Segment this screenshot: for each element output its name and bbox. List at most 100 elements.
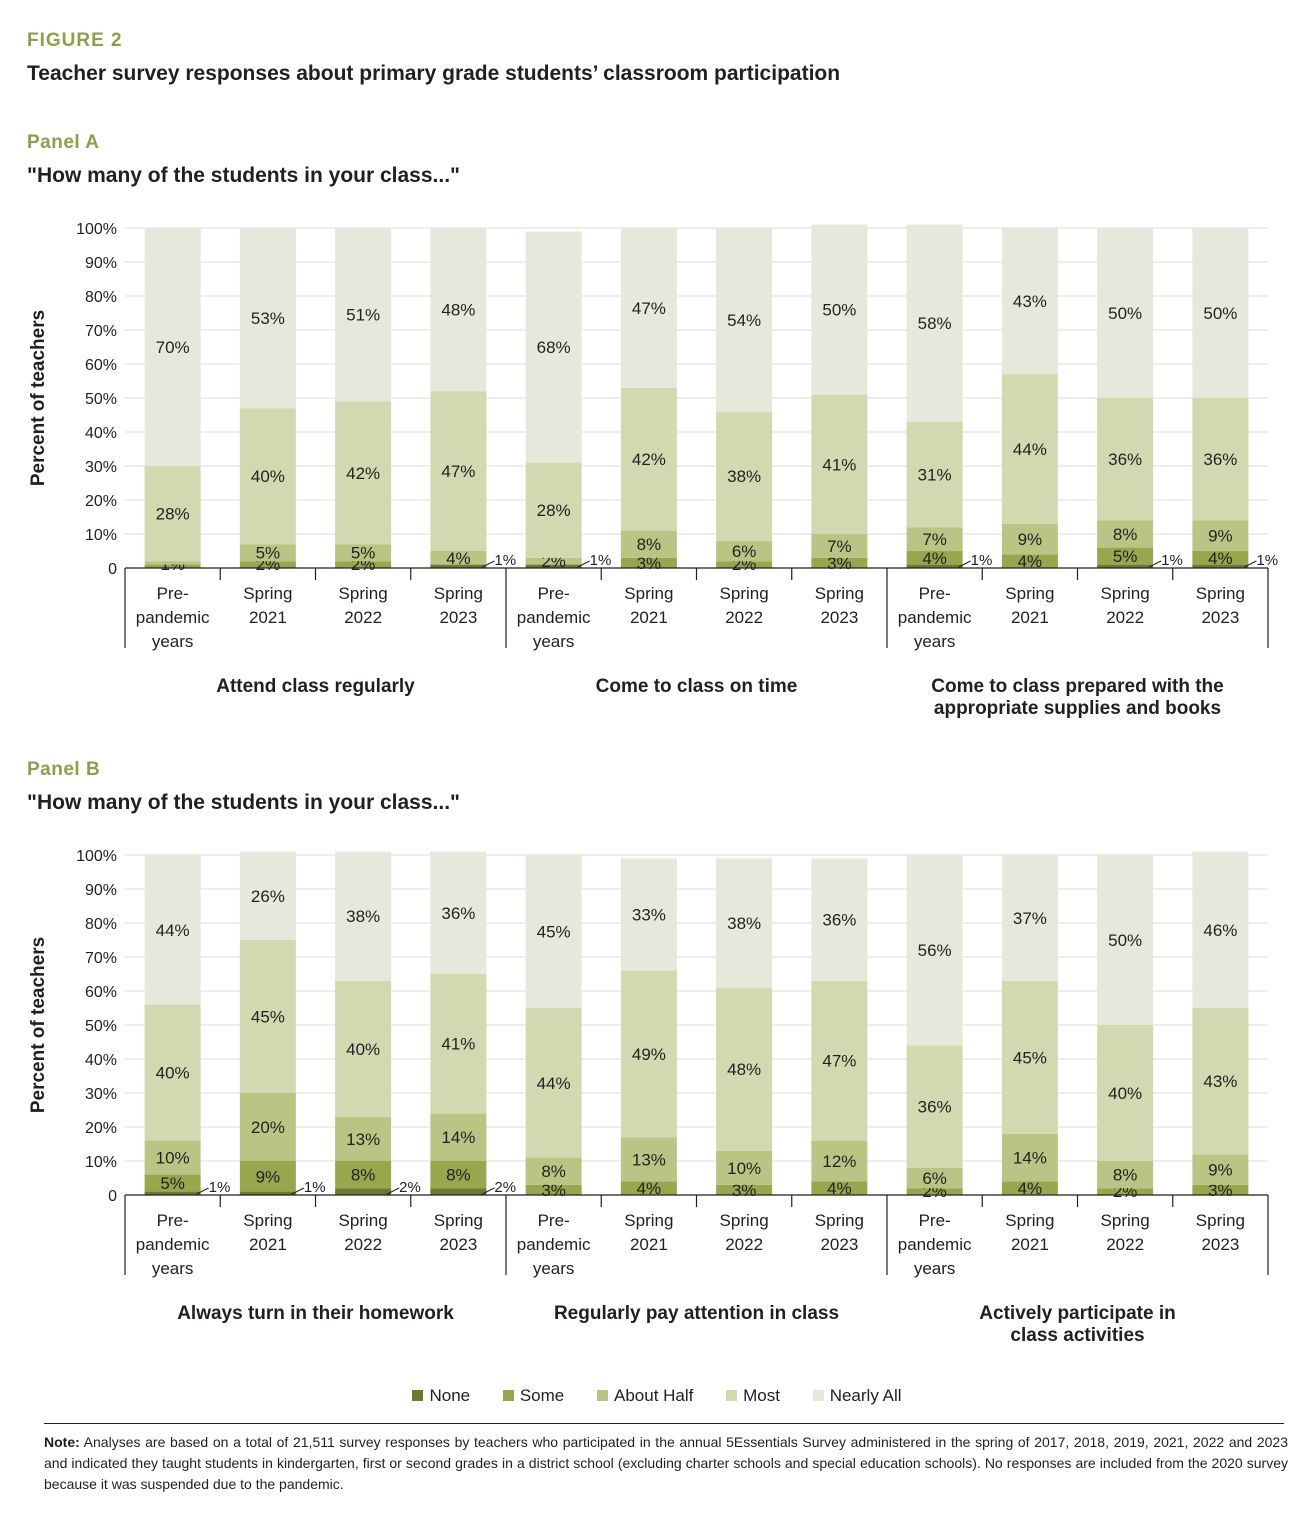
panel-a-bar-segment-most xyxy=(811,394,868,534)
panel-b-data-label: 5% xyxy=(160,1174,185,1193)
panel-a-leader-line xyxy=(577,560,590,568)
panel-b-y-tick-label: 0 xyxy=(108,1188,117,1205)
panel-b-data-label: 6% xyxy=(922,1169,947,1188)
panel-b-bar-segment-nearly-all xyxy=(811,858,868,981)
panel-a-y-tick-label: 30% xyxy=(85,459,117,476)
panel-b-data-label: 46% xyxy=(1203,921,1237,940)
panel-a-y-tick-label: 60% xyxy=(85,357,117,374)
panel-b-category-label: years xyxy=(152,1259,194,1278)
panel-b-data-label: 38% xyxy=(727,914,761,933)
panel-a-data-label: 1% xyxy=(590,552,612,569)
panel-b-category-label: Spring xyxy=(1196,1211,1245,1230)
panel-b-bar-segment-about-half xyxy=(716,1150,773,1185)
panel-b-category-label: pandemic xyxy=(136,1235,210,1254)
panel-b-y-tick-label: 30% xyxy=(85,1086,117,1103)
panel-b-y-tick-label: 20% xyxy=(85,1120,117,1137)
panel-a-data-label: 50% xyxy=(1203,304,1237,323)
panel-b-y-tick-label: 60% xyxy=(85,984,117,1001)
panel-a-data-label: 31% xyxy=(918,466,952,485)
panel-a-bar-segment-most xyxy=(144,466,201,562)
panel-b-category-label: 2023 xyxy=(820,1235,858,1254)
panel-a-label: Panel A xyxy=(27,132,100,153)
panel-a-bar-segment-about-half xyxy=(811,534,868,558)
panel-a-data-label: 58% xyxy=(918,314,952,333)
panel-a-leader-line xyxy=(1244,560,1257,568)
panel-b-bar-segment-some xyxy=(906,1188,963,1195)
panel-a-data-label: 1% xyxy=(1256,552,1278,569)
legend-label-none: None xyxy=(429,1386,471,1405)
panel-b-bar-segment-nearly-all xyxy=(430,851,487,974)
panel-a-bar-segment-some xyxy=(620,557,677,568)
panel-a-bar-segment-most xyxy=(239,408,296,545)
panel-b-bar-segment-nearly-all xyxy=(1192,851,1249,1008)
panel-b-data-label: 44% xyxy=(537,1074,571,1093)
panel-a-data-label: 54% xyxy=(727,311,761,330)
panel-b-bar-segment-nearly-all xyxy=(716,858,773,988)
panel-a-bar-segment-nearly-all xyxy=(239,228,296,409)
panel-a-data-label: 4% xyxy=(922,549,947,568)
panel-a-bar-segment-most xyxy=(1001,374,1058,524)
panel-a-data-label: 6% xyxy=(732,542,757,561)
panel-a-y-tick-label: 40% xyxy=(85,425,117,442)
panel-a-data-label: 36% xyxy=(1203,450,1237,469)
panel-a-bar-segment-about-half xyxy=(1001,523,1058,555)
panel-a-bar-segment-about-half xyxy=(620,530,677,558)
legend-item-some: Some xyxy=(502,1386,564,1406)
panel-a-bar-segment-nearly-all xyxy=(430,228,487,392)
panel-a-bar-segment-some xyxy=(906,551,963,565)
panel-b-group-title: class activities xyxy=(1010,1325,1144,1346)
legend-swatch-nearly-all xyxy=(812,1390,824,1401)
panel-a-data-label: 50% xyxy=(1108,304,1142,323)
panel-a-data-label: 53% xyxy=(251,309,285,328)
panel-a-category-label: Pre- xyxy=(538,584,570,603)
panel-a-data-label: 47% xyxy=(441,462,475,481)
panel-b-bar-segment-about-half xyxy=(335,1116,392,1161)
panel-a-group-title: Attend class regularly xyxy=(216,676,415,697)
panel-b-bar-segment-some xyxy=(1192,1184,1249,1195)
panel-a-bar-segment-about-half xyxy=(1192,520,1249,551)
panel-b-y-tick-label: 40% xyxy=(85,1052,117,1069)
panel-b-leader-line xyxy=(386,1187,400,1195)
panel-b-data-label: 36% xyxy=(918,1098,952,1117)
panel-b-data-label: 43% xyxy=(1203,1072,1237,1091)
panel-b-bar-segment-most xyxy=(430,974,487,1114)
panel-b-data-label: 40% xyxy=(1108,1084,1142,1103)
panel-a-y-tick-label: 70% xyxy=(85,323,117,340)
panel-a-bar-segment-most xyxy=(525,462,582,558)
panel-b-bar-segment-most xyxy=(335,980,392,1117)
panel-b-bar-segment-some xyxy=(811,1181,868,1195)
panel-b-bar-segment-some xyxy=(716,1184,773,1195)
panel-a-question: "How many of the students in your class.… xyxy=(27,164,460,187)
panel-a-bar-segment-about-half xyxy=(1097,520,1154,548)
panel-b-bar-segment-some xyxy=(620,1181,677,1195)
panel-a-data-label: 4% xyxy=(1018,552,1043,571)
panel-b-data-label: 4% xyxy=(827,1179,852,1198)
panel-b-bar-segment-none xyxy=(144,1191,201,1195)
panel-a-leader-line xyxy=(958,560,971,568)
panel-b-bar-segment-about-half xyxy=(1192,1154,1249,1185)
panel-a-chart: 0 10% 20% 30% 40% 50% 60% 70% 80% 90% 100% Percent … xyxy=(28,221,1278,719)
legend-swatch-some xyxy=(502,1390,514,1401)
panel-b-bar-segment-about-half xyxy=(620,1137,677,1182)
panel-a-data-label: 1% xyxy=(494,552,516,569)
legend-swatch-most xyxy=(726,1390,738,1401)
figure-title: Teacher survey responses about primary g… xyxy=(27,62,841,85)
panel-a-data-label: 48% xyxy=(441,301,475,320)
panel-b-y-tick-label: 70% xyxy=(85,950,117,967)
panel-a-data-label: 8% xyxy=(637,535,662,554)
panel-a-bar-segment-some xyxy=(1192,551,1249,565)
panel-a-category-label: 2021 xyxy=(1011,608,1049,627)
panel-b-category-label: Spring xyxy=(815,1211,864,1230)
panel-b-y-tick-label: 10% xyxy=(85,1154,117,1171)
panel-b-category-label: 2022 xyxy=(725,1235,763,1254)
panel-a-bar-segment-about-half xyxy=(906,527,963,551)
panel-b-question: "How many of the students in your class.… xyxy=(27,791,460,814)
panel-a-y-axis-title: Percent of teachers xyxy=(28,310,49,486)
panel-b-category-label: 2022 xyxy=(344,1235,382,1254)
panel-a-leader-line xyxy=(482,560,495,568)
panel-a-bar-segment-most xyxy=(430,391,487,551)
panel-b-category-label: Pre- xyxy=(538,1211,570,1230)
panel-a-y-tick-label: 80% xyxy=(85,289,117,306)
panel-b-bar-segment-some xyxy=(1097,1188,1154,1195)
panel-a-category-label: 2022 xyxy=(725,608,763,627)
